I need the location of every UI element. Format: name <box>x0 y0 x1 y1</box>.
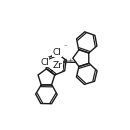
Text: ++: ++ <box>63 58 74 63</box>
Text: Cl: Cl <box>53 48 62 57</box>
Text: ⁻: ⁻ <box>50 54 54 60</box>
Text: Zr: Zr <box>52 60 62 70</box>
Text: Cl: Cl <box>40 58 49 67</box>
Text: ⁻: ⁻ <box>63 44 67 50</box>
